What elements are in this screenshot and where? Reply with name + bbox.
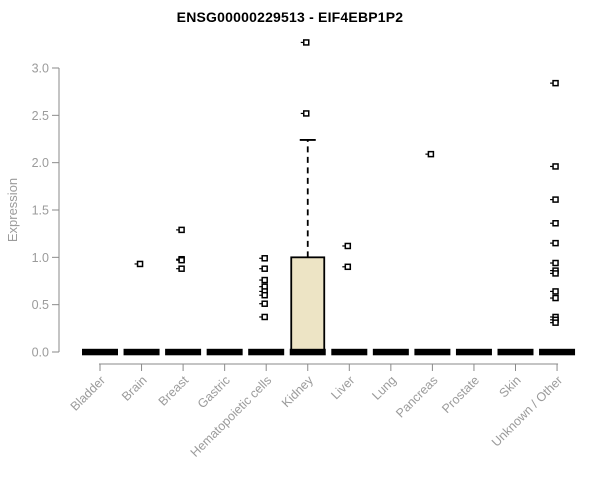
median-bar <box>372 348 409 356</box>
outlier-point <box>344 242 352 250</box>
outlier-point <box>261 291 268 299</box>
outlier-point <box>552 239 559 247</box>
outlier-point <box>178 256 185 264</box>
outlier-point <box>261 300 268 307</box>
category-label: Lung <box>369 373 399 403</box>
outlier-point <box>552 79 559 87</box>
median-bar <box>455 348 492 356</box>
category-label: Hematopoietic cells <box>188 373 275 460</box>
outlier-point <box>261 265 268 272</box>
median-bar <box>414 348 451 356</box>
y-tick-label: 2.5 <box>32 109 49 123</box>
category-label: Gastric <box>195 373 233 411</box>
category-label: Pancreas <box>393 373 440 420</box>
y-tick-label: 2.0 <box>32 156 49 170</box>
outlier-point <box>552 294 559 302</box>
median-bar <box>248 348 285 356</box>
outlier-point <box>303 39 310 46</box>
median-bar <box>123 348 160 356</box>
median-bar <box>165 348 202 356</box>
outlier-point <box>552 163 559 170</box>
outlier-point <box>552 319 559 326</box>
chart-title: ENSG00000229513 - EIF4EBP1P2 <box>176 9 404 25</box>
outlier-point <box>552 196 559 203</box>
outlier-point <box>136 260 144 268</box>
outlier-point <box>178 226 185 234</box>
outlier-point <box>178 265 185 272</box>
outlier-point <box>344 263 352 271</box>
median-bar <box>206 348 243 356</box>
median-bar <box>331 348 368 356</box>
y-tick-label: 3.0 <box>32 61 49 75</box>
y-tick-label: 1.5 <box>32 203 49 217</box>
y-tick-label: 0.0 <box>32 346 49 360</box>
median-bar <box>539 348 576 356</box>
median-bar <box>82 348 118 356</box>
category-label: Unknown / Other <box>489 373 565 449</box>
outlier-point <box>261 313 268 321</box>
median-bar <box>497 348 534 356</box>
median-bar <box>289 348 326 356</box>
outlier-point <box>261 255 268 262</box>
y-tick-label: 1.0 <box>32 251 49 265</box>
category-label: Liver <box>328 373 357 402</box>
outlier-point <box>552 259 559 267</box>
outlier-point <box>552 220 559 227</box>
category-label: Bladder <box>68 373 108 413</box>
category-label: Prostate <box>439 373 482 416</box>
category-label: Skin <box>497 373 524 400</box>
outlier-point <box>552 288 559 295</box>
y-axis-title: Expression <box>5 178 20 242</box>
outlier-point <box>427 150 435 158</box>
category-label: Kidney <box>279 373 316 410</box>
y-tick-label: 0.5 <box>32 298 49 312</box>
outlier-point <box>552 270 559 277</box>
outlier-point <box>261 276 268 284</box>
category-label: Breast <box>156 373 192 409</box>
outlier-point <box>303 110 310 117</box>
box-kidney <box>290 256 326 353</box>
category-label: Brain <box>119 373 150 404</box>
